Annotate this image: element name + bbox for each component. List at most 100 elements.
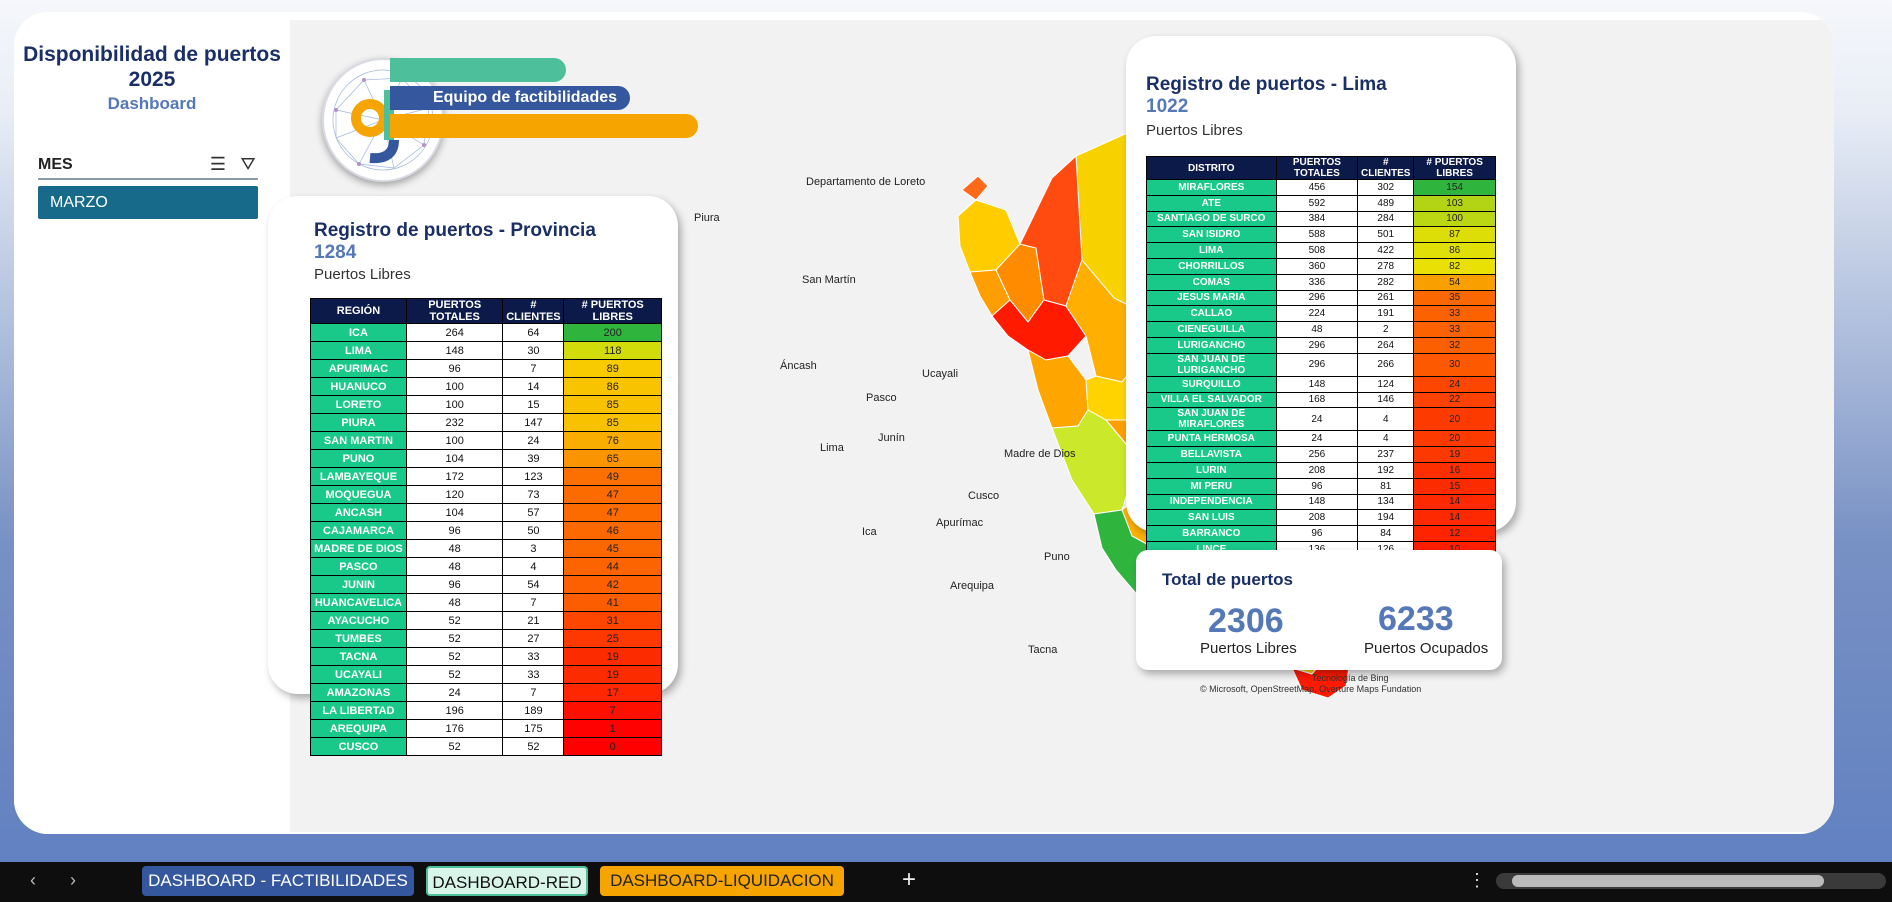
row-clients: 189 [502,701,565,720]
table-row: AREQUIPA 176 175 1 [310,719,662,738]
row-total: 172 [405,467,504,486]
dashboard-title: Disponibilidad de puertos 2025 [23,43,281,91]
row-name: TUMBES [310,629,407,648]
row-name: PIURA [310,413,407,432]
table-row: SAN MARTIN 100 24 76 [310,431,662,450]
row-clients: 33 [502,665,565,684]
col-libres[interactable]: # PUERTOS LIBRES [1413,156,1496,180]
row-total: 336 [1275,273,1359,291]
row-free: 82 [1413,257,1496,275]
row-total: 52 [405,647,504,666]
row-name: SAN JUAN DE MIRAFLORES [1146,407,1277,432]
more-options-icon[interactable]: ⋮ [1468,870,1486,890]
row-total: 296 [1275,336,1359,354]
map-region-tumbes [961,175,989,201]
row-name: HUANUCO [310,377,407,396]
row-name: UCAYALI [310,665,407,684]
table-row: LIMA 508 422 86 [1146,242,1496,259]
table-row: SAN JUAN DE LURIGANCHO 296 266 30 [1146,352,1496,377]
row-free: 31 [563,611,662,630]
month-slicer-header: MES ☰ ⛛ [38,152,258,180]
row-name: APURIMAC [310,359,407,378]
table-row: MIRAFLORES 456 302 154 [1146,179,1496,196]
banner-teal-stripe [390,58,566,82]
lima-title: Registro de puertos - Lima [1146,74,1387,95]
row-clients: 73 [502,485,565,504]
row-total: 148 [1275,375,1359,393]
row-clients: 54 [502,575,565,594]
row-name: JUNIN [310,575,407,594]
row-free: 86 [563,377,662,396]
row-clients: 50 [502,521,565,540]
row-total: 232 [405,413,504,432]
row-name: MIRAFLORES [1146,179,1277,196]
row-free: 14 [1413,509,1496,527]
table-row: AMAZONAS 24 7 17 [310,683,662,702]
table-row: CHORRILLOS 360 278 82 [1146,257,1496,275]
tab-dashboard-liquidacion[interactable]: DASHBOARD-LIQUIDACION [600,866,844,896]
row-clients: 191 [1357,305,1415,323]
team-banner: Equipo de factibilidades [390,86,630,110]
col-clientes[interactable]: # CLIENTES [502,298,565,324]
row-clients: 123 [502,467,565,486]
map-label: Ica [862,526,877,538]
totals-card: Total de puertos 2306 Puertos Libres 623… [1136,550,1502,670]
lima-count: 1022 [1146,96,1189,117]
table-row: SAN JUAN DE MIRAFLORES 24 4 20 [1146,407,1496,432]
table-row: SANTIAGO DE SURCO 384 284 100 [1146,210,1496,228]
month-option-marzo[interactable]: MARZO [38,186,258,219]
row-clients: 4 [1357,407,1415,432]
row-clients: 14 [502,377,565,396]
row-free: 54 [1413,273,1496,291]
table-row: ICA 264 64 200 [310,323,662,342]
row-total: 100 [405,431,504,450]
row-free: 15 [1413,477,1496,495]
row-name: LIMA [1146,242,1277,259]
map-label: San Martín [802,274,856,286]
col-totales[interactable]: PUERTOS TOTALES [1275,156,1359,180]
table-row: MI PERU 96 81 15 [1146,477,1496,495]
lima-card: Registro de puertos - Lima 1022 Puertos … [1126,36,1516,590]
col-clientes[interactable]: # CLIENTES [1357,156,1415,180]
col-region[interactable]: REGIÓN [310,298,407,324]
row-name: PASCO [310,557,407,576]
row-free: 47 [563,503,662,522]
row-name: BARRANCO [1146,525,1277,542]
multi-select-icon[interactable]: ☰ [209,154,227,174]
row-name: TACNA [310,647,407,666]
row-total: 52 [405,611,504,630]
table-row: LAMBAYEQUE 172 123 49 [310,467,662,486]
row-total: 168 [1275,391,1359,409]
row-clients: 134 [1357,493,1415,511]
row-clients: 52 [502,737,565,756]
row-free: 16 [1413,461,1496,479]
col-distrito[interactable]: DISTRITO [1146,156,1277,180]
map-label: Madre de Dios [1004,448,1076,460]
add-sheet-button[interactable]: + [902,866,917,893]
row-total: 592 [1275,194,1359,212]
tab-dashboard-red[interactable]: DASHBOARD-RED [426,866,588,896]
row-total: 256 [1275,446,1359,463]
row-clients: 501 [1357,226,1415,244]
scrollbar-thumb[interactable] [1512,875,1824,887]
free-ports-value: 2306 [1208,602,1284,640]
chevron-left-icon[interactable]: ‹ [30,870,36,890]
row-clients: 264 [1357,336,1415,354]
row-total: 588 [1275,226,1359,244]
row-free: 85 [563,413,662,432]
row-name: VILLA EL SALVADOR [1146,391,1277,409]
provincia-card: Registro de puertos - Provincia 1284 Pue… [268,196,678,756]
row-free: 200 [563,323,662,342]
col-libres[interactable]: # PUERTOS LIBRES [563,298,662,324]
table-row: BARRANCO 96 84 12 [1146,525,1496,542]
tab-dashboard-factibilidades[interactable]: DASHBOARD - FACTIBILIDADES [142,866,414,896]
row-clients: 30 [502,341,565,360]
row-name: PUNO [310,449,407,468]
col-totales[interactable]: PUERTOS TOTALES [405,298,504,324]
row-name: LURIGANCHO [1146,336,1277,354]
provincia-count: 1284 [314,242,357,263]
clear-filter-icon[interactable]: ⛛ [240,154,256,174]
table-row: TUMBES 52 27 25 [310,629,662,648]
chevron-right-icon[interactable]: › [70,870,76,890]
row-free: 1 [563,719,662,738]
